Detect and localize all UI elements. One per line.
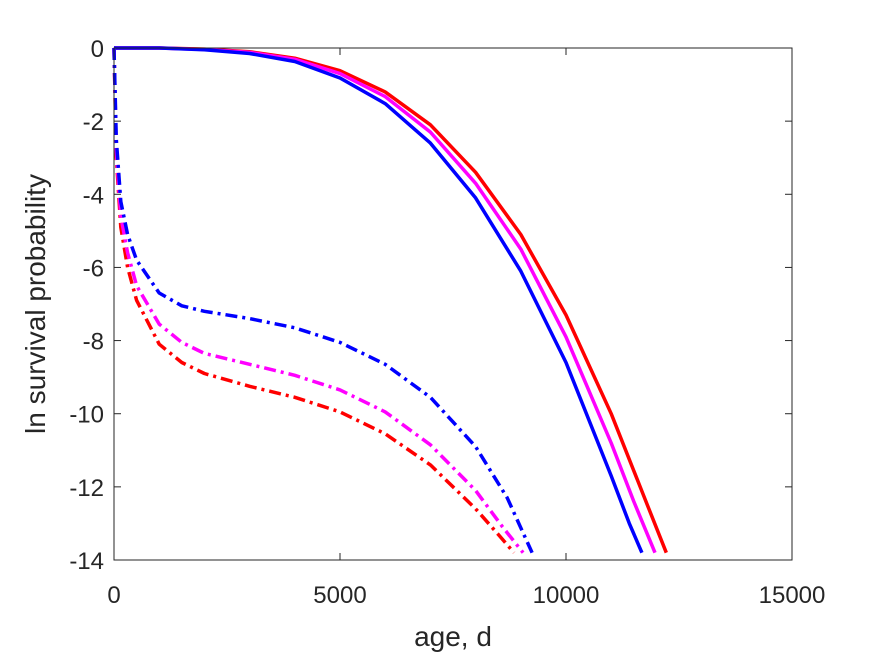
y-tick-label: -14 [69, 548, 104, 575]
x-tick-label: 0 [107, 582, 120, 609]
x-axis-label: age, d [414, 621, 492, 652]
y-tick-label: -10 [69, 402, 104, 429]
series-line-4 [112, 47, 516, 554]
y-tick-label: -2 [83, 109, 104, 136]
y-axis-label: ln survival probability [20, 174, 51, 434]
plot-frame [113, 47, 793, 561]
y-tick-label: -8 [83, 329, 104, 356]
series-line-3 [114, 46, 644, 554]
x-tick-label: 5000 [313, 582, 366, 609]
x-tick-label: 15000 [759, 582, 826, 609]
y-tick-label: -6 [83, 255, 104, 282]
x-tick-label: 10000 [533, 582, 600, 609]
series-line-5 [112, 47, 525, 554]
tick-layer: 0 5000 10000 15000 0 -2 -4 -6 -8 -10 -12 -14 [69, 36, 825, 609]
y-tick-label: 0 [91, 36, 104, 63]
series-line-6 [112, 47, 534, 554]
series-layer [112, 46, 668, 554]
y-tick-label: -4 [83, 182, 104, 209]
y-tick-label: -12 [69, 475, 104, 502]
